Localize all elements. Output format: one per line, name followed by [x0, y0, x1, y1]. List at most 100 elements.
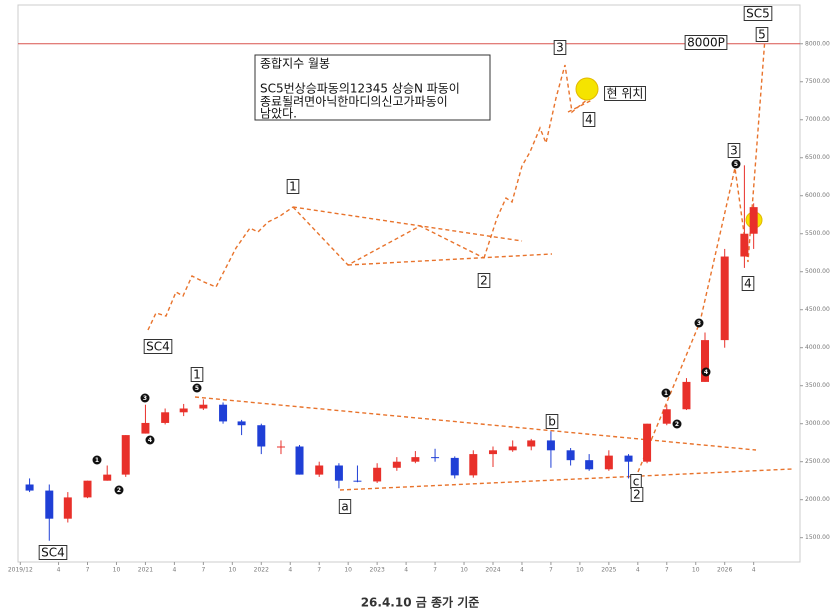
candle-body	[161, 412, 170, 423]
candle-body	[720, 256, 729, 341]
wave-label: 2	[633, 488, 641, 502]
candle-body	[373, 467, 382, 482]
wave-marker-label: 2	[675, 421, 679, 428]
wave-label-box	[684, 35, 728, 50]
x-tick-label: 2024	[485, 567, 500, 574]
wave-marker	[192, 383, 202, 393]
wave-marker	[694, 318, 704, 328]
wave-marker-label: 5	[734, 161, 738, 168]
candle-body	[353, 480, 362, 482]
y-tick-label: 2500.00	[805, 458, 830, 465]
wave-label-box	[38, 545, 68, 560]
y-tick-label: 7000.00	[805, 116, 830, 123]
wave-label: c	[633, 475, 640, 489]
wave-label: SC5	[746, 7, 770, 21]
y-tick-label: 7500.00	[805, 78, 830, 85]
candle-body	[237, 421, 246, 426]
x-tick-label: 10	[576, 567, 584, 574]
x-tick-label: 2025	[601, 567, 616, 574]
y-tick-label: 6500.00	[805, 154, 830, 161]
x-tick-label: 2026	[717, 567, 732, 574]
x-tick-label: 2023	[370, 567, 385, 574]
candle-body	[527, 440, 536, 447]
candle-body	[643, 423, 652, 462]
x-tick-label: 4	[520, 567, 524, 574]
candle-body	[141, 422, 150, 434]
y-tick-label: 3500.00	[805, 382, 830, 389]
wave-label: 3	[730, 144, 738, 158]
x-tick-label: 4	[752, 567, 756, 574]
candle-body	[682, 381, 691, 410]
candle-body	[392, 461, 401, 468]
x-tick-label: 7	[549, 567, 553, 574]
wave-marker-label: 1	[95, 457, 99, 464]
wave-label-box	[741, 276, 755, 291]
wave-label: 5	[758, 28, 766, 42]
projection-line	[347, 253, 553, 266]
note-title: 종합지수 월봉	[260, 57, 330, 71]
wave-marker-label: 3	[697, 320, 701, 327]
wave-marker-label: 5	[195, 385, 199, 392]
wave-label-box	[727, 143, 741, 158]
wave-label-box	[286, 179, 300, 194]
candle-body	[431, 457, 440, 459]
wave-label: 1	[289, 180, 297, 194]
candle-body	[749, 207, 758, 234]
candle-body	[508, 446, 517, 451]
current-position	[575, 77, 599, 101]
candle-body	[488, 450, 497, 455]
wave-label-box	[338, 499, 352, 514]
wave-label: 8000P	[687, 36, 725, 50]
x-tick-label: 2021	[138, 567, 153, 574]
candle-body	[469, 454, 478, 476]
trend-line	[339, 468, 793, 491]
x-tick-label: 7	[86, 567, 90, 574]
y-tick-label: 4500.00	[805, 306, 830, 313]
wave-label: 4	[585, 113, 593, 127]
wave-label: 3	[556, 41, 564, 55]
wave-label-box	[545, 414, 559, 429]
candle-body	[63, 497, 72, 519]
x-tick-label: 10	[113, 567, 121, 574]
wave-label-box	[604, 86, 646, 101]
candle-body	[45, 490, 54, 519]
note-text: 남았다.	[260, 107, 297, 121]
x-tick-label: 7	[317, 567, 321, 574]
wave-marker-label: 1	[664, 390, 668, 397]
wave-label-box	[143, 339, 173, 354]
wave-marker	[140, 393, 150, 403]
wave-marker-label: 4	[148, 437, 152, 444]
candle-body	[257, 425, 266, 447]
wave-label-box	[477, 273, 491, 288]
projection-line	[567, 99, 593, 113]
x-tick-label: 2022	[254, 567, 269, 574]
wave-line	[637, 37, 766, 473]
wave-marker	[92, 455, 102, 465]
wave-marker-label: 2	[117, 487, 121, 494]
y-tick-label: 5500.00	[805, 230, 830, 237]
wave-marker	[701, 367, 711, 377]
y-tick-label: 5000.00	[805, 268, 830, 275]
wave-marker	[731, 159, 741, 169]
wave-marker-label: 3	[143, 395, 147, 402]
projection-line	[147, 206, 294, 331]
candle-body	[276, 446, 285, 448]
y-tick-label: 3000.00	[805, 420, 830, 427]
x-tick-label: 10	[692, 567, 700, 574]
note-text: SC5번상승파동의12345 상승N 파동이	[260, 82, 460, 96]
wave-label-box	[743, 6, 773, 21]
wave-label-box	[582, 112, 596, 127]
x-tick-label: 4	[288, 567, 292, 574]
candle-body	[701, 340, 710, 382]
x-tick-label: 4	[172, 567, 176, 574]
x-tick-label: 7	[201, 567, 205, 574]
footer: 26.4.10 금 종가 기준	[361, 595, 480, 610]
x-tick-label: 2019/12	[8, 567, 33, 574]
candle-body	[624, 455, 633, 462]
y-tick-label: 8000.00	[805, 40, 830, 47]
x-tick-label: 7	[665, 567, 669, 574]
candle-body	[199, 404, 208, 409]
candle-body	[103, 474, 112, 481]
y-tick-label: 4000.00	[805, 344, 830, 351]
